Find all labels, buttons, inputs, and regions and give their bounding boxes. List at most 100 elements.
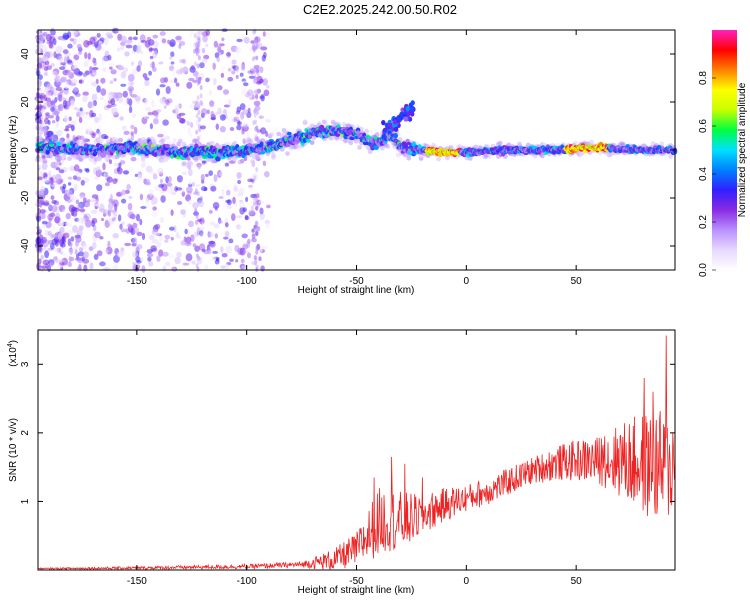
spectrogram-speckle (52, 110, 60, 116)
spectrogram-speckle (229, 258, 234, 262)
spectrogram-speckle (224, 141, 231, 146)
spectrogram-speckle (104, 249, 109, 254)
spectrogram-speckle (236, 124, 242, 131)
spectrogram-speckle (198, 116, 202, 122)
spectrogram-halo (659, 141, 665, 147)
spectrogram-speckle (253, 100, 261, 107)
spectrogram-speckle (154, 231, 161, 237)
spectrogram-speckle (72, 58, 76, 66)
spectrogram-speckle (151, 211, 159, 218)
spectrogram-speckle (41, 109, 46, 117)
spectrogram-speckle (249, 186, 253, 193)
spectrogram-speckle (60, 62, 66, 66)
spectrogram-speckle (149, 62, 155, 69)
x-tick-label: -50 (349, 576, 364, 587)
spectrogram-speckle (225, 98, 230, 103)
spectrogram-speckle (71, 65, 77, 70)
spectrogram-halo (211, 158, 217, 164)
spectrogram-speckle (194, 47, 198, 53)
spectrogram-speckle (266, 204, 271, 209)
spectrogram-speckle (58, 55, 63, 63)
spectrogram-speckle (112, 209, 116, 216)
spectrogram-speckle (176, 251, 182, 258)
spectrogram-speckle (199, 85, 203, 91)
spectrogram-speckle (125, 44, 133, 49)
spectrogram-speckle (39, 94, 44, 100)
spectrogram-speckle (83, 60, 89, 68)
spectrogram-ridge-cell (136, 143, 141, 147)
spectrogram-speckle (69, 38, 74, 42)
spectrogram-speckle (116, 251, 124, 258)
y-tick-label: 1 (20, 498, 31, 504)
spectrogram-speckle (234, 202, 238, 207)
spectrogram-speckle (63, 116, 70, 123)
spectrogram-speckle (161, 38, 167, 44)
spectrogram-speckle (113, 254, 120, 263)
spectrogram-speckle (91, 81, 97, 87)
spectrogram-speckle (118, 162, 122, 168)
spectrogram-speckle (243, 36, 250, 44)
spectrogram-speckle (165, 176, 169, 184)
spectrogram-speckle (184, 228, 188, 235)
spectrogram-speckle (174, 107, 179, 115)
spectrogram-speckle (46, 65, 52, 70)
spectrogram-speckle (40, 255, 44, 260)
spectrogram-speckle (255, 125, 259, 131)
spectrogram-ridge-cell (393, 133, 398, 139)
spectrogram-halo (79, 135, 85, 141)
spectrogram-ridge-cell (45, 149, 50, 155)
spectrogram-speckle (55, 248, 60, 252)
spectrogram-speckle (232, 196, 236, 204)
spectrogram-speckle (235, 65, 239, 73)
spectrogram-speckle (251, 94, 255, 100)
spectrogram-speckle (98, 113, 102, 121)
spectrogram-halo (98, 138, 104, 144)
y-tick-label: 20 (20, 96, 31, 108)
spectrogram-speckle (72, 87, 79, 93)
spectrogram-speckle (165, 86, 171, 95)
spectrogram-speckle (253, 201, 256, 207)
spectrogram-speckle (245, 196, 249, 202)
spectrogram-speckle (200, 182, 206, 187)
spectrogram-speckle (62, 232, 70, 239)
spectrogram-speckle (194, 245, 200, 252)
spectrogram-speckle (103, 98, 108, 106)
y-tick-label: -40 (20, 238, 31, 253)
spectrogram-speckle (96, 184, 103, 192)
spectrogram-speckle (169, 39, 176, 47)
spectrogram-speckle (253, 89, 261, 95)
spectrogram-speckle (99, 261, 106, 267)
spectrogram-speckle (251, 237, 257, 243)
spectrogram-speckle (38, 111, 42, 117)
spectrogram-speckle (58, 205, 66, 210)
spectrogram-speckle (93, 61, 97, 66)
spectrogram-speckle (44, 229, 49, 236)
spectrogram-branch (399, 111, 404, 117)
spectrogram-speckle (186, 120, 190, 126)
spectrogram-speckle (241, 128, 245, 135)
spectrogram-speckle (200, 174, 205, 181)
spectrogram-speckle (240, 64, 246, 72)
spectrogram-halo (348, 140, 354, 146)
spectrogram-speckle (253, 226, 257, 232)
spectrogram-speckle (189, 104, 195, 109)
spectrogram-halo (385, 144, 391, 149)
spectrogram-speckle (50, 63, 55, 67)
spectrogram-speckle (60, 178, 64, 183)
spectrogram-speckle (242, 207, 247, 213)
spectrogram-speckle (181, 58, 187, 64)
spectrogram-speckle (73, 107, 79, 111)
spectrogram-speckle (197, 38, 201, 43)
spectrogram-speckle (139, 193, 144, 201)
spectrogram-speckle (60, 242, 66, 248)
spectrogram-speckle (148, 70, 153, 76)
spectrogram-speckle (123, 67, 129, 73)
spectrogram-speckle (188, 179, 192, 186)
spectrogram-speckle (112, 232, 119, 239)
spectrogram-speckle (194, 208, 198, 214)
spectrogram-speckle (197, 109, 201, 115)
spectrogram-speckle (205, 173, 209, 177)
spectrogram-speckle (213, 174, 218, 183)
spectrogram-speckle (212, 62, 216, 70)
